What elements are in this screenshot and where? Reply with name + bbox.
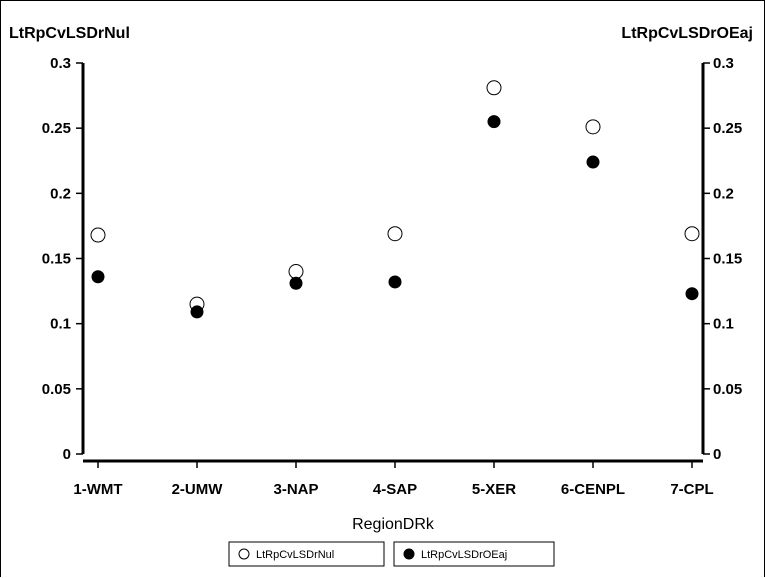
legend: LtRpCvLSDrNul LtRpCvLSDrOEaj bbox=[228, 541, 555, 567]
right-tick-label: 0.3 bbox=[713, 55, 734, 72]
left-tick-label: 0.05 bbox=[42, 381, 71, 398]
point-open bbox=[585, 119, 601, 135]
left-axis-label: LtRpCvLSDrNul bbox=[9, 25, 130, 42]
point-open bbox=[387, 226, 403, 242]
x-tick-label: 4-SAP bbox=[373, 481, 417, 498]
right-axis-label: LtRpCvLSDrOEaj bbox=[621, 25, 753, 42]
left-tick-label: 0.3 bbox=[50, 55, 71, 72]
y-ticks: 0 0 0.05 0.05 0.1 0.1 0.15 0.15 0.2 0.2 0.25 0.25 0.… bbox=[42, 55, 742, 463]
point-open bbox=[486, 80, 502, 96]
legend-marker-open bbox=[238, 548, 250, 560]
right-tick-label: 0.2 bbox=[713, 185, 734, 202]
left-tick-label: 0 bbox=[63, 446, 71, 463]
x-tick-label: 1-WMT bbox=[73, 481, 122, 498]
legend-marker-filled bbox=[403, 548, 415, 560]
x-tick-label: 3-NAP bbox=[273, 481, 318, 498]
point-filled bbox=[91, 270, 105, 284]
point-filled bbox=[586, 155, 600, 169]
right-tick-label: 0.15 bbox=[713, 251, 742, 268]
left-tick-label: 0.25 bbox=[42, 120, 71, 137]
legend-item-box-2 bbox=[393, 541, 555, 567]
x-tick-label: 5-XER bbox=[472, 481, 516, 498]
x-axis-title: RegionDRk bbox=[352, 516, 435, 533]
left-tick-label: 0.1 bbox=[50, 316, 71, 333]
point-filled bbox=[487, 115, 501, 129]
point-open bbox=[90, 227, 106, 243]
right-tick-label: 0.25 bbox=[713, 120, 742, 137]
data-points bbox=[90, 80, 700, 319]
x-tick-label: 2-UMW bbox=[172, 481, 224, 498]
x-tick-label: 7-CPL bbox=[670, 481, 713, 498]
legend-label-2: LtRpCvLSDrOEaj bbox=[421, 549, 507, 561]
right-tick-label: 0 bbox=[713, 446, 721, 463]
point-filled bbox=[289, 276, 303, 290]
right-tick-label: 0.1 bbox=[713, 316, 734, 333]
right-tick-label: 0.05 bbox=[713, 381, 742, 398]
point-filled bbox=[685, 287, 699, 301]
point-open bbox=[288, 264, 304, 280]
x-tick-label: 6-CENPL bbox=[561, 481, 625, 498]
left-tick-label: 0.2 bbox=[50, 185, 71, 202]
legend-item-box-1 bbox=[228, 541, 385, 567]
left-tick-label: 0.15 bbox=[42, 251, 71, 268]
point-filled bbox=[190, 305, 204, 319]
x-ticks: 1-WMT 2-UMW 3-NAP 4-SAP 5-XER 6-CENPL 7-CPL bbox=[73, 461, 714, 498]
point-filled bbox=[388, 275, 402, 289]
legend-label-1: LtRpCvLSDrNul bbox=[256, 549, 334, 561]
point-open bbox=[684, 226, 700, 242]
